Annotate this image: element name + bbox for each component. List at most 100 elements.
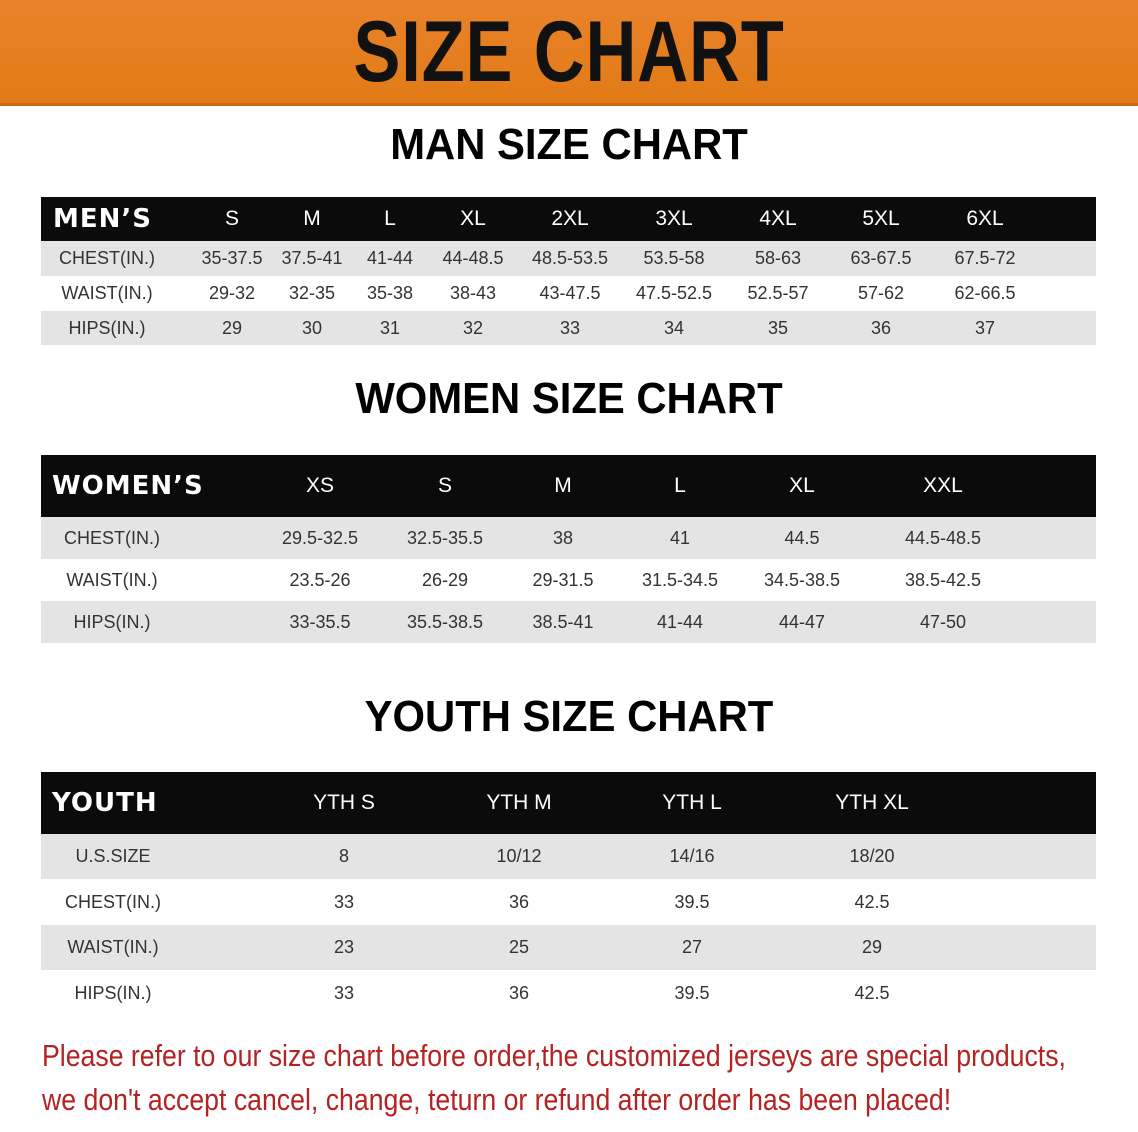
table-row: CHEST(IN.) 29.5-32.5 32.5-35.5 38 41 44.5 44.5… <box>41 517 1096 559</box>
measurement-label: HIPS(IN.) <box>74 982 152 1003</box>
banner-title: SIZE CHART <box>353 4 785 100</box>
measurement-value: 29 <box>861 937 883 957</box>
notice-line-2: we don't accept cancel, change, teturn o… <box>42 1082 952 1117</box>
measurement-label: U.S.SIZE <box>75 846 151 866</box>
table-row: HIPS(IN.) 33-35.5 35.5-38.5 38.5-41 41-44 44-… <box>41 601 1096 643</box>
women-header-label: WOMEN’S <box>52 471 204 501</box>
size-header: S <box>224 207 240 230</box>
measurement-value: 39.5 <box>674 891 710 912</box>
notice-line-1: Please refer to our size chart before or… <box>42 1038 1066 1073</box>
size-header: YTH L <box>662 791 722 814</box>
measurement-value: 29 <box>221 317 243 338</box>
measurement-value: 32 <box>462 317 484 338</box>
measurement-value: 43-47.5 <box>539 283 601 303</box>
table-row: WAIST(IN.) 23.5-26 26-29 29-31.5 31.5-34.5 34… <box>41 559 1096 601</box>
size-header: YTH S <box>313 791 375 814</box>
measurement-value: 44.5 <box>784 527 820 548</box>
measurement-value: 67.5-72 <box>954 248 1016 268</box>
size-header: XL <box>460 207 486 230</box>
size-header: 6XL <box>966 207 1004 230</box>
measurement-value: 42.5 <box>854 982 890 1003</box>
measurement-value: 52.5-57 <box>747 283 809 303</box>
measurement-value: 26-29 <box>421 569 469 590</box>
measurement-value: 14/16 <box>669 846 715 866</box>
table-row: HIPS(IN.) 33 36 39.5 42.5 <box>41 970 1096 1016</box>
measurement-value: 53.5-58 <box>643 248 705 268</box>
men-header-label: MEN’S <box>53 204 152 234</box>
men-size-table: MEN’S S M L XL 2XL 3XL 4XL 5XL 6XL CHEST(IN.) 35-37… <box>41 197 1096 345</box>
size-header: 4XL <box>759 207 797 230</box>
table-row: CHEST(IN.) 35-37.5 37.5-41 41-44 44-48.5 48.5… <box>41 241 1096 276</box>
size-header: L <box>384 207 396 230</box>
measurement-value: 33-35.5 <box>289 611 351 632</box>
measurement-label: WAIST(IN.) <box>61 283 153 303</box>
women-header-row: WOMEN’S XS S M L XL XXL <box>41 455 1096 517</box>
measurement-value: 29-31.5 <box>532 569 594 590</box>
measurement-value: 36 <box>870 317 892 338</box>
measurement-value: 31.5-34.5 <box>641 569 719 590</box>
size-header: L <box>674 474 686 497</box>
size-header: M <box>303 207 321 230</box>
size-header: YTH M <box>486 791 552 814</box>
measurement-value: 41-44 <box>656 611 704 632</box>
measurement-value: 39.5 <box>674 982 710 1003</box>
measurement-value: 35-37.5 <box>201 248 263 268</box>
size-header: XL <box>789 474 815 497</box>
measurement-value: 29.5-32.5 <box>281 527 359 548</box>
measurement-value: 47-50 <box>919 611 967 632</box>
women-size-table: WOMEN’S XS S M L XL XXL CHEST(IN.) 29.5-32.5 32.5… <box>41 455 1096 643</box>
measurement-value: 23 <box>333 937 355 957</box>
measurement-value: 38-43 <box>449 283 497 303</box>
women-section-title: WOMEN SIZE CHART <box>355 374 783 423</box>
measurement-value: 42.5 <box>854 891 890 912</box>
measurement-label: HIPS(IN.) <box>68 317 146 338</box>
measurement-value: 48.5-53.5 <box>531 248 609 268</box>
measurement-value: 58-63 <box>754 248 802 268</box>
size-header: S <box>437 474 453 497</box>
table-row: WAIST(IN.) 23 25 27 29 <box>41 925 1096 970</box>
measurement-value: 35-38 <box>366 283 414 303</box>
size-header: 2XL <box>551 207 589 230</box>
measurement-value: 35 <box>767 317 789 338</box>
measurement-label: WAIST(IN.) <box>67 937 159 957</box>
measurement-label: WAIST(IN.) <box>66 569 158 590</box>
measurement-value: 44-48.5 <box>442 248 504 268</box>
measurement-value: 41-44 <box>366 248 414 268</box>
measurement-value: 47.5-52.5 <box>635 283 713 303</box>
measurement-value: 36 <box>508 891 530 912</box>
measurement-value: 18/20 <box>849 846 895 866</box>
banner: SIZE CHART <box>0 0 1138 106</box>
measurement-value: 32.5-35.5 <box>406 527 484 548</box>
measurement-value: 38.5-42.5 <box>904 569 982 590</box>
measurement-value: 35.5-38.5 <box>406 611 484 632</box>
measurement-value: 37 <box>974 317 996 338</box>
size-header: 3XL <box>655 207 693 230</box>
measurement-value: 31 <box>379 317 401 338</box>
measurement-label: HIPS(IN.) <box>73 611 151 632</box>
measurement-value: 34 <box>663 317 685 338</box>
measurement-value: 44.5-48.5 <box>904 527 982 548</box>
measurement-value: 10/12 <box>496 846 542 866</box>
measurement-value: 25 <box>508 937 530 957</box>
measurement-value: 38.5-41 <box>532 611 594 632</box>
measurement-value: 57-62 <box>857 283 905 303</box>
size-header: 5XL <box>862 207 900 230</box>
measurement-value: 62-66.5 <box>954 283 1016 303</box>
measurement-value: 33 <box>333 982 355 1003</box>
table-row: CHEST(IN.) 33 36 39.5 42.5 <box>41 879 1096 925</box>
table-row: HIPS(IN.) 29 30 31 32 33 34 35 36 37 <box>41 311 1096 345</box>
measurement-label: CHEST(IN.) <box>64 527 160 548</box>
men-header-row: MEN’S S M L XL 2XL 3XL 4XL 5XL 6XL <box>41 197 1096 241</box>
measurement-value: 38 <box>552 527 574 548</box>
measurement-value: 37.5-41 <box>281 248 343 268</box>
youth-size-table: YOUTH YTH S YTH M YTH L YTH XL U.S.SIZE 8 10/12… <box>41 772 1096 1016</box>
measurement-value: 23.5-26 <box>289 569 351 590</box>
measurement-value: 44-47 <box>778 611 826 632</box>
measurement-value: 36 <box>508 982 530 1003</box>
measurement-value: 27 <box>681 937 703 957</box>
measurement-value: 34.5-38.5 <box>763 569 841 590</box>
measurement-value: 41 <box>669 527 691 548</box>
table-row: U.S.SIZE 8 10/12 14/16 18/20 <box>41 834 1096 879</box>
measurement-value: 29-32 <box>208 283 256 303</box>
measurement-value: 32-35 <box>288 283 336 303</box>
